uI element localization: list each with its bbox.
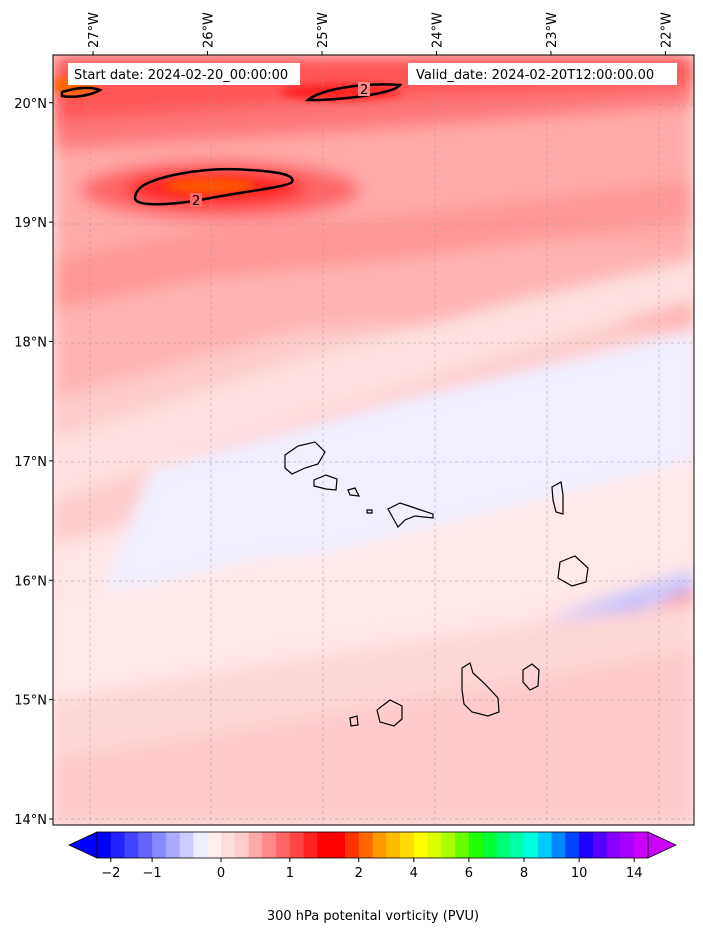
lon-tick-label: 25°W <box>316 12 331 48</box>
colorbar: −2 −1 0 1 2 4 6 8 10 14 <box>68 831 677 881</box>
colorbar-swatch <box>124 832 139 858</box>
colorbar-swatch <box>193 832 208 858</box>
colorbar-tick-label: 8 <box>520 866 528 881</box>
colorbar-swatch <box>358 832 373 858</box>
lat-tick-label: 15°N <box>14 694 47 709</box>
colorbar-swatch <box>592 832 608 858</box>
colorbar-swatch <box>97 832 112 858</box>
contour-label-2: 2 <box>360 83 368 98</box>
colorbar-swatch <box>455 832 470 858</box>
island-santa-luzia <box>347 487 361 497</box>
colorbar-swatch <box>303 832 318 858</box>
island-boa-vista <box>557 555 589 587</box>
lat-tick-label: 14°N <box>14 813 47 828</box>
lat-tick-label: 16°N <box>14 574 47 589</box>
colorbar-swatch <box>441 832 456 858</box>
colorbar-swatch <box>510 832 525 858</box>
colorbar-tick-label: 6 <box>465 866 473 881</box>
axis-ticks: 27°W 26°W 25°W 24°W 23°W 22°W 20°N 19°N 18°N 17°N… <box>14 12 674 828</box>
lat-tick-label: 19°N <box>14 216 47 231</box>
island-sao-vicente <box>313 474 338 491</box>
map-frame <box>52 54 695 826</box>
colorbar-swatch <box>179 832 194 858</box>
colorbar-swatch <box>386 832 401 858</box>
lat-tick-label: 17°N <box>14 455 47 470</box>
colorbar-swatch <box>579 832 594 858</box>
island-raso <box>366 509 373 514</box>
colorbar-swatch <box>372 832 387 858</box>
colorbar-swatch <box>331 832 346 858</box>
island-brava <box>349 715 359 727</box>
colorbar-swatch <box>606 832 621 858</box>
pv-2-contours <box>60 83 403 206</box>
colorbar-swatch <box>289 832 305 858</box>
lon-tick-label: 24°W <box>430 12 445 48</box>
start-date-box <box>68 63 300 85</box>
island-coastlines <box>284 441 589 727</box>
colorbar-tick-label: 1 <box>286 866 294 881</box>
colorbar-swatch <box>400 832 415 858</box>
colorbar-swatch <box>344 832 360 858</box>
colorbar-tick-label: 0 <box>217 866 225 881</box>
valid-date-label: Valid_date: 2024-02-20T12:00:00.00 <box>416 68 654 83</box>
colorbar-swatch <box>165 832 181 858</box>
gridlines <box>53 55 694 825</box>
colorbar-swatch <box>496 832 511 858</box>
colorbar-tick-label: 10 <box>571 866 588 881</box>
colorbar-swatch <box>565 832 580 858</box>
colorbar-max-extend <box>647 831 677 859</box>
island-fogo <box>376 699 403 727</box>
pv-field: 2 2 <box>53 55 694 825</box>
colorbar-swatch <box>482 832 497 858</box>
colorbar-swatch <box>551 832 566 858</box>
start-date-label: Start date: 2024-02-20_00:00:00 <box>74 68 288 83</box>
island-sal <box>551 481 564 515</box>
lon-tick-label: 23°W <box>545 12 560 48</box>
colorbar-swatch <box>317 832 332 858</box>
lon-tick-label: 26°W <box>202 12 217 48</box>
colorbar-swatch <box>427 832 442 858</box>
colorbar-tick-label: −2 <box>101 866 120 881</box>
colorbar-swatch <box>207 832 222 858</box>
colorbar-swatch <box>537 832 553 858</box>
colorbar-swatch <box>468 832 484 858</box>
colorbar-swatch <box>620 832 635 858</box>
colorbar-swatch <box>152 832 167 858</box>
colorbar-swatch <box>220 832 236 858</box>
island-maio <box>522 663 540 691</box>
lon-tick-label: 22°W <box>659 12 674 48</box>
lon-tick-label: 27°W <box>87 12 102 48</box>
colorbar-tick-label: 2 <box>355 866 363 881</box>
valid-date-box <box>408 63 677 85</box>
pv-contour-corner <box>60 86 103 98</box>
island-sao-nicolau <box>387 502 434 528</box>
colorbar-title: 300 hPa potenital vorticity (PVU) <box>267 909 479 924</box>
colorbar-swatch <box>248 832 263 858</box>
pv-contour-main <box>133 168 294 206</box>
colorbar-tick-label: 4 <box>410 866 418 881</box>
colorbar-swatch <box>276 832 291 858</box>
colorbar-swatch <box>524 832 539 858</box>
contour-label-1: 2 <box>192 194 200 209</box>
colorbar-swatch <box>262 832 277 858</box>
colorbar-frame <box>96 831 649 859</box>
colorbar-swatch <box>110 832 126 858</box>
colorbar-min-extend <box>68 831 98 859</box>
colorbar-swatch <box>234 832 250 858</box>
island-santo-antao <box>284 441 326 475</box>
lat-tick-label: 18°N <box>14 336 47 351</box>
colorbar-swatch <box>634 832 649 858</box>
colorbar-tick-label: −1 <box>143 866 162 881</box>
colorbar-swatch <box>413 832 429 858</box>
colorbar-tick-label: 14 <box>626 866 643 881</box>
colorbar-swatch <box>138 832 153 858</box>
lat-tick-label: 20°N <box>14 97 47 112</box>
pv-contour-top <box>304 83 403 102</box>
island-santiago <box>461 662 500 717</box>
